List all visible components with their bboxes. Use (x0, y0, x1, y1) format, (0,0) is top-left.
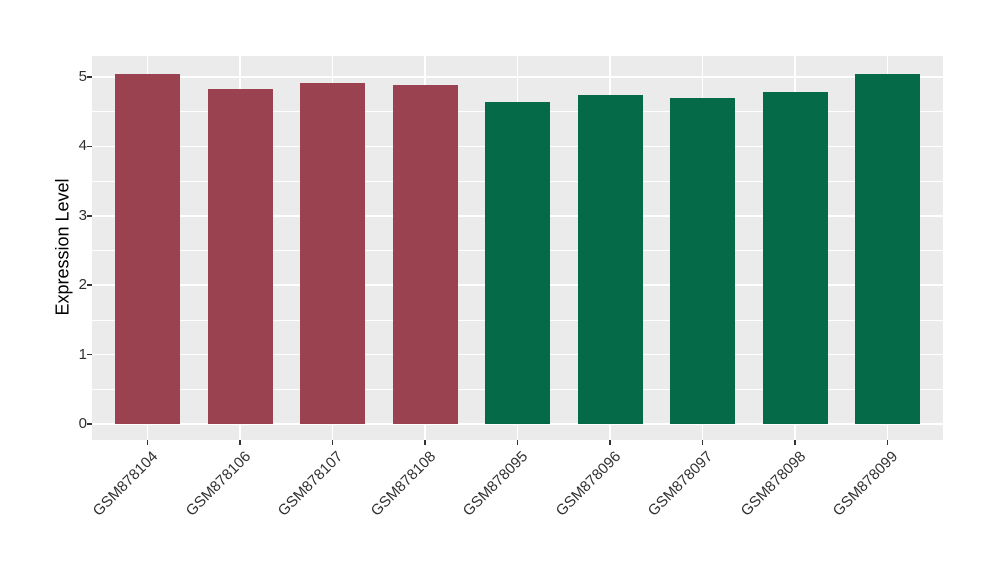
bar-GSM878095 (485, 101, 550, 424)
y-tick-label-5: 5 (78, 68, 87, 85)
x-tick-mark-GSM878104 (146, 440, 149, 445)
y-tick-mark-1 (87, 353, 92, 356)
y-tick-mark-0 (87, 423, 92, 425)
x-tick-label-GSM878106: GSM878106 (182, 448, 255, 520)
y-tick-label-2: 2 (78, 276, 87, 294)
x-tick-label-GSM878095: GSM878095 (459, 448, 532, 520)
x-tick-mark-GSM878095 (516, 440, 519, 445)
x-tick-label-GSM878098: GSM878098 (737, 448, 810, 520)
x-tick-mark-GSM878099 (886, 440, 889, 445)
y-tick-mark-5 (87, 76, 92, 78)
x-tick-label-GSM878107: GSM878107 (274, 448, 347, 520)
y-tick-label-0: 0 (78, 415, 87, 432)
x-tick-label-GSM878097: GSM878097 (644, 448, 717, 520)
x-tick-label-GSM878096: GSM878096 (552, 448, 625, 520)
x-tick-label-GSM878108: GSM878108 (367, 448, 440, 520)
x-tick-mark-GSM878107 (331, 440, 334, 445)
gridline-major-y5 (92, 76, 943, 78)
x-tick-mark-GSM878108 (424, 440, 426, 445)
bar-GSM878098 (762, 92, 828, 424)
bar-GSM878097 (670, 97, 735, 424)
bar-GSM878096 (577, 95, 643, 424)
bar-GSM878107 (300, 82, 365, 424)
gridline-major-y0 (92, 423, 943, 425)
y-axis-title: Expression Level (52, 178, 73, 316)
y-tick-label-1: 1 (78, 345, 87, 363)
y-tick-label-4: 4 (78, 137, 87, 155)
bar-GSM878108 (392, 84, 458, 424)
bar-GSM878106 (207, 89, 273, 424)
x-tick-mark-GSM878098 (794, 440, 796, 445)
x-tick-label-GSM878099: GSM878099 (829, 448, 902, 520)
bar-GSM878099 (855, 73, 920, 424)
x-tick-mark-GSM878106 (239, 440, 241, 445)
y-tick-label-3: 3 (78, 206, 87, 224)
x-tick-mark-GSM878096 (609, 440, 611, 445)
x-tick-mark-GSM878097 (701, 440, 704, 445)
y-tick-mark-2 (87, 284, 92, 286)
y-tick-mark-3 (87, 215, 92, 217)
bar-GSM878104 (115, 74, 180, 424)
x-tick-label-GSM878104: GSM878104 (89, 448, 162, 520)
plot-panel (92, 56, 943, 440)
y-tick-mark-4 (87, 145, 92, 148)
